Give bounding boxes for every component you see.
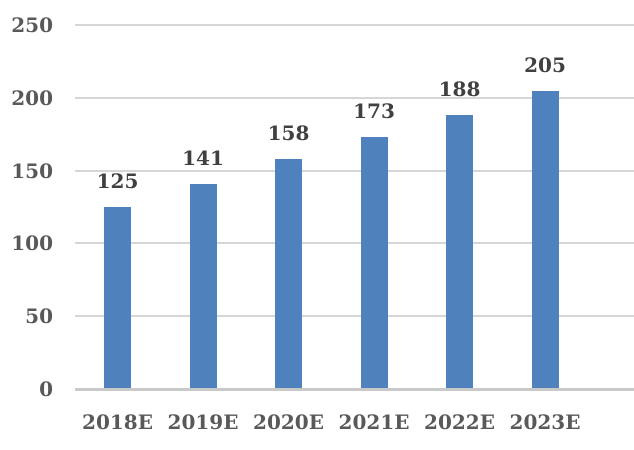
x-axis-tick-label: 2020E xyxy=(253,410,324,434)
bar-value-label: 188 xyxy=(438,77,481,102)
gridline xyxy=(75,96,634,99)
y-axis-tick-label: 0 xyxy=(39,377,53,401)
gridline xyxy=(75,24,634,26)
bar-value-label: 141 xyxy=(182,145,224,170)
bar xyxy=(446,115,473,388)
y-axis-tick-label: 100 xyxy=(11,231,53,256)
bar xyxy=(360,137,388,388)
bar xyxy=(531,90,559,388)
x-axis-tick-label: 2021E xyxy=(338,410,410,434)
y-axis-tick-label: 150 xyxy=(11,158,53,183)
y-axis-tick-label: 200 xyxy=(11,85,53,110)
bar-value-label: 125 xyxy=(96,169,139,193)
gridline xyxy=(75,169,634,172)
bar-value-label: 158 xyxy=(267,120,310,145)
bar xyxy=(104,207,131,388)
bar xyxy=(189,183,217,388)
y-axis-tick-label: 50 xyxy=(25,304,53,329)
x-axis-tick-label: 2023E xyxy=(509,410,581,434)
x-axis-tick-label: 2018E xyxy=(82,410,153,434)
x-axis-tick-label: 2022E xyxy=(424,410,495,434)
y-axis-tick-label: 250 xyxy=(11,13,53,37)
gridline xyxy=(75,315,634,318)
bar xyxy=(275,158,302,388)
bar-value-label: 173 xyxy=(353,99,395,124)
bar-value-label: 205 xyxy=(524,52,566,77)
gridline xyxy=(75,242,634,245)
x-axis-line xyxy=(75,388,634,391)
x-axis-tick-label: 2019E xyxy=(167,410,239,434)
